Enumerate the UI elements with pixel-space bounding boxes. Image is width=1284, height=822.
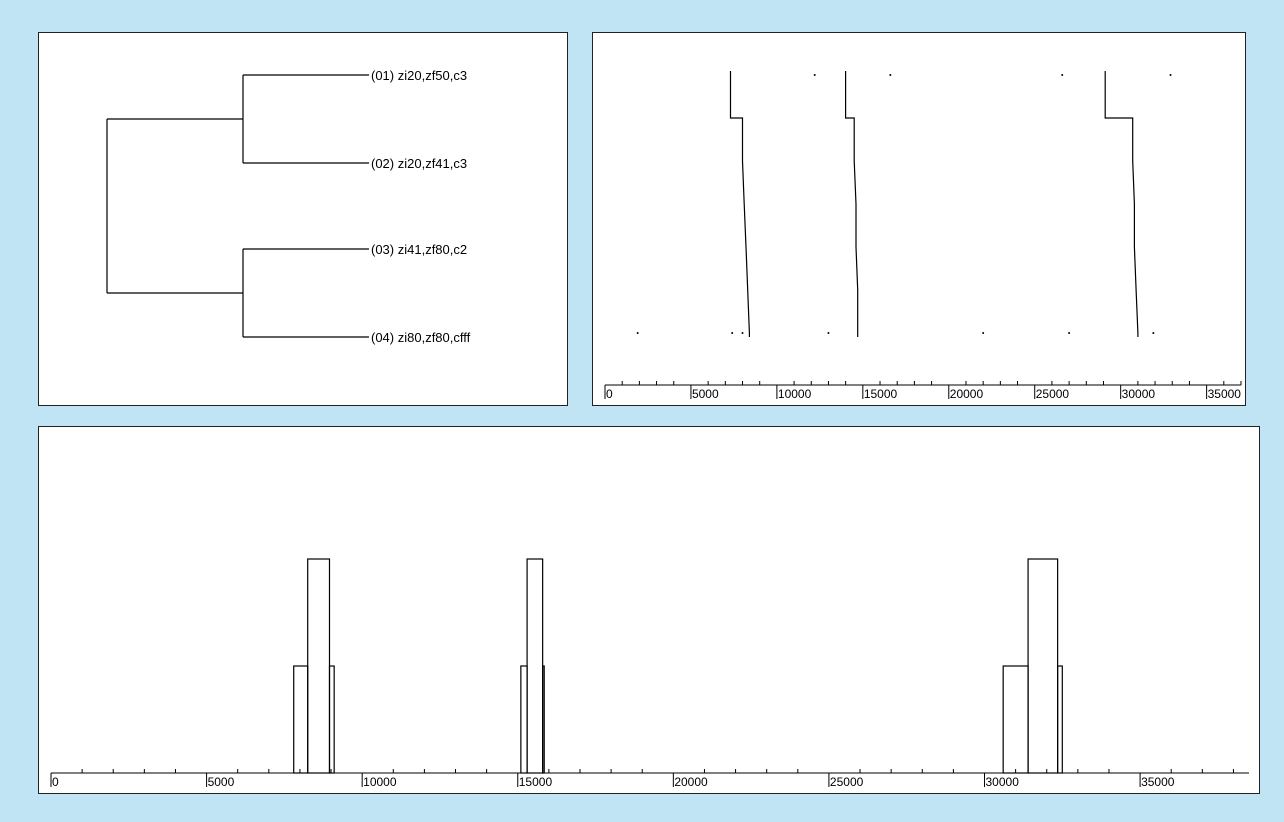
x-tick-label: 20000 bbox=[674, 775, 708, 789]
x-tick-label: 0 bbox=[52, 775, 59, 789]
x-tick-label: 10000 bbox=[778, 387, 812, 401]
x-tick-label: 35000 bbox=[1141, 775, 1175, 789]
x-tick-label: 30000 bbox=[986, 775, 1020, 789]
alignment-panel: 0 5000 10000 15000 20000 25000 30000 35000 bbox=[592, 32, 1246, 406]
alignment-dot bbox=[982, 332, 985, 334]
alignment-dot bbox=[1169, 74, 1172, 76]
x-tick-label: 5000 bbox=[208, 775, 235, 789]
x-tick-label: 20000 bbox=[950, 387, 984, 401]
x-tick-label: 30000 bbox=[1122, 387, 1156, 401]
alignment-dot bbox=[1152, 332, 1155, 334]
alignment-line bbox=[845, 71, 859, 337]
dendrogram-panel: (01) zi20,zf50,c3 (02) zi20,zf41,c3 (03) z… bbox=[38, 32, 568, 406]
histogram-bar bbox=[328, 665, 335, 774]
alignment-dot bbox=[827, 332, 830, 334]
alignment-dot bbox=[1061, 74, 1064, 76]
histogram-bar bbox=[1057, 665, 1063, 774]
histogram-chart: 0 5000 10000 15000 20000 25000 30000 35000 bbox=[50, 558, 1249, 789]
histogram-bar bbox=[293, 665, 309, 774]
alignment-chart: 0 5000 10000 15000 20000 25000 30000 35000 bbox=[604, 71, 1242, 401]
leaf-label: (04) zi80,zf80,cfff bbox=[371, 330, 471, 345]
alignment-dot bbox=[813, 74, 816, 76]
alignment-dot bbox=[889, 74, 892, 76]
x-tick-label: 15000 bbox=[519, 775, 553, 789]
histogram-bar bbox=[526, 558, 544, 774]
x-tick-label: 25000 bbox=[830, 775, 864, 789]
alignment-dot bbox=[636, 332, 639, 334]
x-tick-label: 10000 bbox=[363, 775, 397, 789]
alignment-dot bbox=[1068, 332, 1071, 334]
x-tick-label: 25000 bbox=[1036, 387, 1070, 401]
alignment-dot bbox=[731, 332, 734, 334]
alignment-line bbox=[729, 71, 750, 337]
x-tick-label: 0 bbox=[606, 387, 613, 401]
alignment-dot bbox=[741, 332, 744, 334]
histogram-bar bbox=[520, 665, 528, 774]
x-tick-label: 5000 bbox=[692, 387, 719, 401]
leaf-label: (03) zi41,zf80,c2 bbox=[371, 242, 467, 257]
dendrogram-chart: (01) zi20,zf50,c3 (02) zi20,zf41,c3 (03) z… bbox=[106, 68, 471, 345]
histogram-panel: 0 5000 10000 15000 20000 25000 30000 35000 bbox=[38, 426, 1260, 794]
histogram-bar bbox=[307, 558, 331, 774]
histogram-bar bbox=[542, 665, 545, 774]
leaf-label: (02) zi20,zf41,c3 bbox=[371, 156, 467, 171]
histogram-bar bbox=[1002, 665, 1029, 774]
histogram-bar bbox=[1027, 558, 1059, 774]
x-tick-label: 35000 bbox=[1208, 387, 1242, 401]
leaf-label: (01) zi20,zf50,c3 bbox=[371, 68, 467, 83]
x-tick-label: 15000 bbox=[864, 387, 898, 401]
alignment-line bbox=[1104, 71, 1139, 337]
